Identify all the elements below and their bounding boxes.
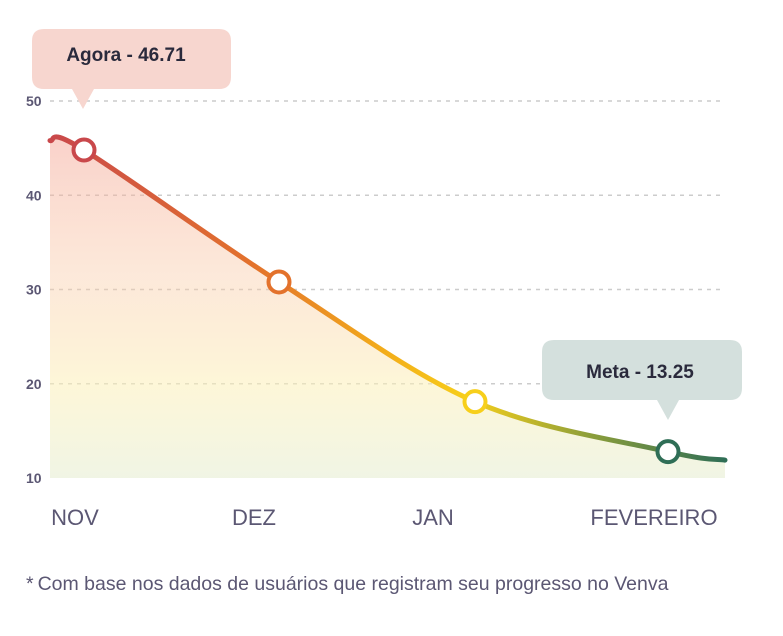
y-tick-label: 30 <box>26 282 42 298</box>
weight-progress-chart: 10 20 30 40 50 NOV DEZ JAN FEVEREIRO Agora - 46… <box>26 29 742 530</box>
data-point-dez <box>266 269 292 295</box>
x-tick-label: NOV <box>51 505 99 530</box>
x-tick-label: FEVEREIRO <box>590 505 717 530</box>
annotation-agora: Agora - 46.71 <box>32 29 231 109</box>
data-point-jan <box>462 389 488 415</box>
annotation-label-agora: Agora - 46.71 <box>66 45 186 66</box>
footnote: * Com base nos dados de usuários que regi… <box>26 572 766 597</box>
y-axis-ticks: 10 20 30 40 50 <box>26 93 42 486</box>
x-tick-label: DEZ <box>232 505 276 530</box>
data-point-nov <box>71 137 97 163</box>
annotation-meta: Meta - 13.25 <box>542 340 742 420</box>
footnote-text: Com base nos dados de usuários que regis… <box>37 573 669 595</box>
area-fill <box>50 136 725 478</box>
data-points <box>71 137 681 465</box>
annotation-bubble-meta <box>542 340 742 420</box>
y-tick-label: 50 <box>26 93 42 109</box>
annotation-bubble-agora <box>32 29 231 109</box>
annotation-label-meta: Meta - 13.25 <box>586 362 694 383</box>
data-point-fevereiro <box>655 439 681 465</box>
y-tick-label: 20 <box>26 376 42 392</box>
footnote-marker: * <box>26 573 34 595</box>
x-axis-ticks: NOV DEZ JAN FEVEREIRO <box>51 505 717 530</box>
x-tick-label: JAN <box>412 505 454 530</box>
y-tick-label: 40 <box>26 187 42 203</box>
y-tick-label: 10 <box>26 470 42 486</box>
